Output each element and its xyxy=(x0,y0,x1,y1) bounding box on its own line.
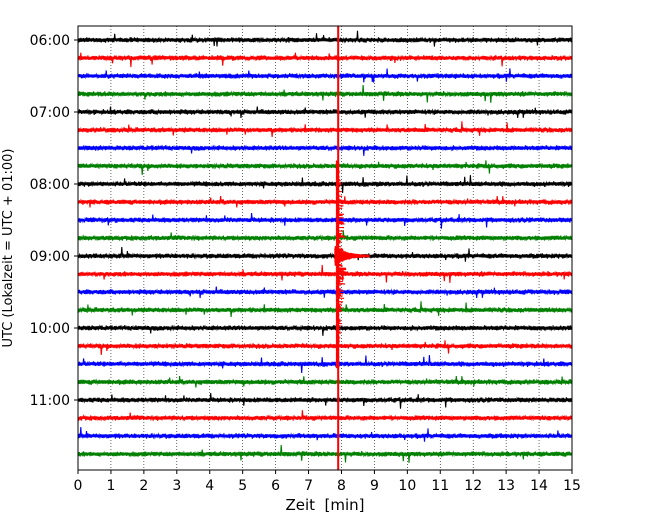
y-tick-label: 09:00 xyxy=(30,249,70,265)
trace-line xyxy=(77,247,573,262)
y-axis-ticks: 06:00 07:00 08:00 09:00 10:00 11:00 xyxy=(30,33,78,409)
plot-background xyxy=(78,26,572,470)
x-tick-label: 4 xyxy=(205,478,214,494)
trace-line xyxy=(77,84,573,103)
trace-line xyxy=(77,301,573,317)
vertical-grid xyxy=(110,26,540,470)
trace-line xyxy=(77,286,573,299)
trace-line xyxy=(77,393,573,409)
trace-line xyxy=(77,230,573,242)
x-tick-label: 10 xyxy=(398,478,416,494)
trace-line xyxy=(77,30,573,47)
x-axis-label: Zeit [min] xyxy=(285,496,364,514)
trace-line xyxy=(77,427,573,442)
trace-line xyxy=(77,52,573,68)
x-tick-label: 7 xyxy=(304,478,313,494)
trace-line xyxy=(77,375,573,388)
y-tick-label: 11:00 xyxy=(30,393,70,409)
x-tick-label: 13 xyxy=(497,478,515,494)
x-tick-label: 1 xyxy=(106,478,115,494)
x-tick-label: 9 xyxy=(370,478,379,494)
x-tick-label: 12 xyxy=(464,478,482,494)
y-axis-label: UTC (Lokalzeit = UTC + 01:00) xyxy=(1,149,16,348)
x-tick-label: 14 xyxy=(530,478,548,494)
x-axis-ticks: 0 1 2 3 4 5 6 7 8 9 10 11 12 13 14 15 xyxy=(74,470,581,494)
x-tick-label: 8 xyxy=(337,478,346,494)
y-tick-label: 08:00 xyxy=(30,177,70,193)
trace-line xyxy=(77,106,573,119)
trace-line xyxy=(77,195,573,208)
trace-line xyxy=(77,213,573,229)
x-tick-label: 6 xyxy=(271,478,280,494)
trace-line xyxy=(77,160,573,175)
seismic-traces xyxy=(77,30,573,463)
plot-frame xyxy=(77,25,573,471)
trace-line xyxy=(77,121,573,137)
y-tick-label: 07:00 xyxy=(30,105,70,121)
x-tick-label: 3 xyxy=(172,478,181,494)
event-layer xyxy=(334,26,370,470)
y-tick-label: 06:00 xyxy=(30,33,70,49)
trace-line xyxy=(77,264,573,283)
x-tick-label: 15 xyxy=(563,478,581,494)
trace-line xyxy=(77,340,573,355)
x-tick-label: 2 xyxy=(139,478,148,494)
trace-line xyxy=(77,144,573,156)
trace-line xyxy=(77,410,573,422)
trace-line xyxy=(77,324,573,336)
x-tick-label: 5 xyxy=(238,478,247,494)
trace-line xyxy=(77,355,573,374)
y-tick-label: 10:00 xyxy=(30,321,70,337)
trace-line xyxy=(77,444,573,463)
x-tick-label: 11 xyxy=(431,478,449,494)
trace-line xyxy=(77,68,573,83)
trace-line xyxy=(77,175,573,194)
x-tick-label: 0 xyxy=(74,478,83,494)
